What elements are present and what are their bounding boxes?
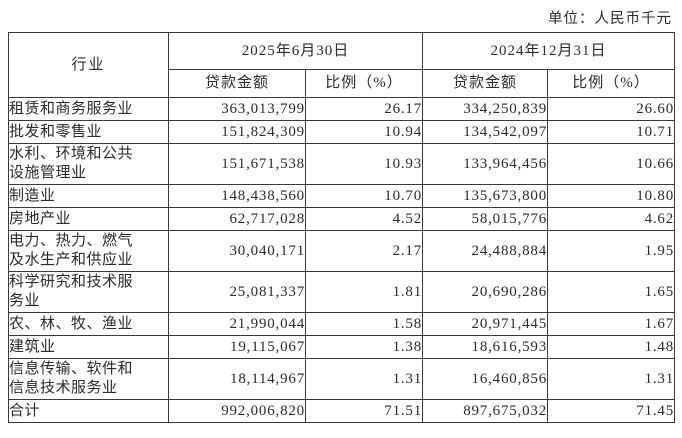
ratio-2024: 1.31 xyxy=(547,358,676,400)
loan-amount-2024: 24,488,884 xyxy=(422,230,549,272)
ratio-2025: 1.38 xyxy=(304,335,424,359)
ratio-2024: 4.62 xyxy=(547,207,676,231)
industry-name: 信息传输、软件和 信息技术服务业 xyxy=(8,358,169,400)
industry-name: 建筑业 xyxy=(8,335,169,359)
loan-amount-2024: 16,460,856 xyxy=(422,358,549,400)
table-row: 水利、环境和公共 设施管理业 151,671,538 10.93 133,964… xyxy=(8,143,676,185)
loan-amount-2025: 363,013,799 xyxy=(168,97,306,121)
industry-name: 科学研究和技术服 务业 xyxy=(8,271,169,313)
ratio-2024: 1.95 xyxy=(547,230,676,272)
industry-name: 制造业 xyxy=(8,184,169,208)
ratio-2025: 10.94 xyxy=(304,120,424,144)
loan-amount-2025-header: 贷款金额 xyxy=(168,69,306,98)
industry-name: 房地产业 xyxy=(8,207,169,231)
table-row: 信息传输、软件和 信息技术服务业 18,114,967 1.31 16,460,… xyxy=(8,358,676,400)
loan-amount-2025: 18,114,967 xyxy=(168,358,306,400)
industry-name: 农、林、牧、渔业 xyxy=(8,312,169,336)
loan-amount-2024: 334,250,839 xyxy=(422,97,549,121)
loan-amount-2025: 25,081,337 xyxy=(168,271,306,313)
ratio-2024: 1.67 xyxy=(547,312,676,336)
period-2025-header: 2025年6月30日 xyxy=(167,32,424,70)
loan-amount-2024: 133,964,456 xyxy=(422,143,549,185)
industry-name: 租赁和商务服务业 xyxy=(8,97,169,121)
ratio-2025: 26.17 xyxy=(304,97,424,121)
ratio-2025: 1.58 xyxy=(304,312,424,336)
loan-amount-2024: 18,616,593 xyxy=(422,335,549,359)
loan-amount-2024: 20,690,286 xyxy=(422,271,549,313)
table-row: 科学研究和技术服 务业 25,081,337 1.81 20,690,286 1… xyxy=(8,271,676,313)
loan-amount-2025: 30,040,171 xyxy=(168,230,306,272)
ratio-2025: 10.70 xyxy=(304,184,424,208)
table-row: 租赁和商务服务业 363,013,799 26.17 334,250,839 2… xyxy=(8,97,676,121)
total-loan-amount-2025: 992,006,820 xyxy=(168,399,306,423)
ratio-2025: 1.81 xyxy=(304,271,424,313)
ratio-2024: 1.65 xyxy=(547,271,676,313)
total-ratio-2024: 71.45 xyxy=(547,399,676,423)
industry-name: 水利、环境和公共 设施管理业 xyxy=(8,143,169,185)
loan-amount-2024: 58,015,776 xyxy=(422,207,549,231)
table-row: 批发和零售业 151,824,309 10.94 134,542,097 10.… xyxy=(8,120,676,144)
ratio-2024: 26.60 xyxy=(547,97,676,121)
table-row: 房地产业 62,717,028 4.52 58,015,776 4.62 xyxy=(8,207,676,231)
loan-amount-2025: 151,824,309 xyxy=(168,120,306,144)
ratio-2025-header: 比例（%） xyxy=(304,69,424,98)
loan-amount-2024: 135,673,800 xyxy=(422,184,549,208)
ratio-2025: 4.52 xyxy=(304,207,424,231)
ratio-2025: 1.31 xyxy=(304,358,424,400)
ratio-2025: 10.93 xyxy=(304,143,424,185)
ratio-2024: 10.71 xyxy=(547,120,676,144)
table-row: 农、林、牧、渔业 21,990,044 1.58 20,971,445 1.67 xyxy=(8,312,676,336)
loan-amount-2025: 62,717,028 xyxy=(168,207,306,231)
loan-amount-2025: 21,990,044 xyxy=(168,312,306,336)
total-ratio-2025: 71.51 xyxy=(304,399,424,423)
table-row: 建筑业 19,115,067 1.38 18,616,593 1.48 xyxy=(8,335,676,359)
table-row: 电力、热力、燃气 及水生产和供应业 30,040,171 2.17 24,488… xyxy=(8,230,676,272)
total-label: 合计 xyxy=(8,399,169,423)
ratio-2024-header: 比例（%） xyxy=(547,69,676,98)
loan-amount-2024: 20,971,445 xyxy=(422,312,549,336)
industry-name: 批发和零售业 xyxy=(8,120,169,144)
total-loan-amount-2024: 897,675,032 xyxy=(422,399,549,423)
industry-name: 电力、热力、燃气 及水生产和供应业 xyxy=(8,230,169,272)
table-row: 制造业 148,438,560 10.70 135,673,800 10.80 xyxy=(8,184,676,208)
loan-amount-2024-header: 贷款金额 xyxy=(422,69,549,98)
ratio-2024: 10.80 xyxy=(547,184,676,208)
loan-by-industry-table: 行业 2025年6月30日 2024年12月31日 贷款金额 比例（%） 贷款金… xyxy=(8,32,676,423)
loan-amount-2025: 19,115,067 xyxy=(168,335,306,359)
unit-label: 单位：人民币千元 xyxy=(548,11,672,27)
loan-amount-2024: 134,542,097 xyxy=(422,120,549,144)
period-2024-header: 2024年12月31日 xyxy=(422,32,676,70)
loan-amount-2025: 148,438,560 xyxy=(168,184,306,208)
industry-column-header: 行业 xyxy=(8,32,169,98)
loan-amount-2025: 151,671,538 xyxy=(168,143,306,185)
ratio-2024: 1.48 xyxy=(547,335,676,359)
ratio-2024: 10.66 xyxy=(547,143,676,185)
table-header-row-metrics: 贷款金额 比例（%） 贷款金额 比例（%） xyxy=(9,69,676,98)
table-header-row-periods: 行业 2025年6月30日 2024年12月31日 xyxy=(8,32,676,98)
ratio-2025: 2.17 xyxy=(304,230,424,272)
table-row-total: 合计 992,006,820 71.51 897,675,032 71.45 xyxy=(8,399,676,423)
